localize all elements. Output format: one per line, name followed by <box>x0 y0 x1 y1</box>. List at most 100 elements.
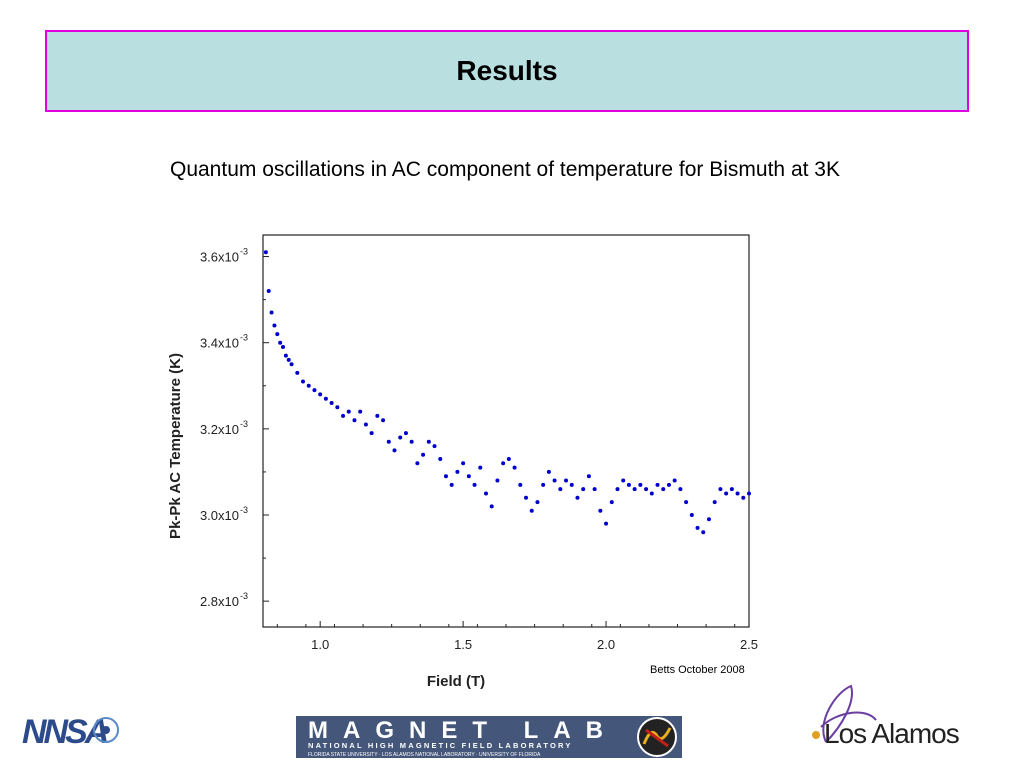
data-point <box>609 500 614 505</box>
data-point <box>712 500 717 505</box>
y-axis-title: Pk-Pk AC Temperature (K) <box>167 353 184 539</box>
data-point <box>275 332 280 337</box>
data-point <box>564 478 569 483</box>
data-point <box>281 345 286 349</box>
data-point <box>263 250 268 255</box>
data-point <box>312 388 317 393</box>
title-box: Results <box>45 30 969 112</box>
y-tick-label: 3.0x10 <box>200 508 239 523</box>
data-point <box>621 478 626 483</box>
data-point <box>546 469 551 474</box>
data-point <box>381 418 386 423</box>
slide-subtitle: Quantum oscillations in AC component of … <box>169 158 840 181</box>
x-tick-label: 2.0 <box>597 637 615 652</box>
data-point <box>489 504 494 509</box>
data-point <box>598 508 603 513</box>
maglab-logo: MAGNET LAB NATIONAL HIGH MAGNETIC FIELD … <box>296 716 682 758</box>
data-point <box>426 439 431 444</box>
data-point <box>689 513 694 517</box>
data-point <box>718 487 723 492</box>
data-point <box>306 383 311 388</box>
data-point <box>472 482 477 487</box>
data-point <box>586 474 591 479</box>
data-point <box>735 491 740 496</box>
data-point <box>369 431 374 436</box>
data-point <box>695 525 700 530</box>
data-point <box>346 409 351 414</box>
data-point <box>615 487 620 492</box>
maglab-logo-title: MAGNET LAB <box>308 717 618 744</box>
data-point <box>529 508 534 513</box>
data-point <box>483 491 488 496</box>
data-point <box>375 413 380 418</box>
x-axis-title: Field (T) <box>427 673 485 690</box>
data-point <box>421 452 426 457</box>
data-point <box>455 469 460 474</box>
data-point <box>666 482 671 487</box>
data-point <box>569 482 574 487</box>
data-point <box>301 379 306 384</box>
data-point <box>518 482 523 487</box>
data-point <box>443 474 448 479</box>
data-point <box>541 482 546 487</box>
maglab-logo-affiliates: FLORIDA STATE UNIVERSITY · LOS ALAMOS NA… <box>308 752 541 758</box>
data-point <box>415 461 420 466</box>
data-point <box>335 405 340 410</box>
data-point <box>524 495 529 500</box>
data-point <box>558 487 563 492</box>
y-tick-exponent: -3 <box>240 505 248 515</box>
data-point <box>461 461 466 466</box>
data-point <box>661 487 666 492</box>
chart-points <box>263 250 751 535</box>
data-point <box>626 482 631 487</box>
y-tick-label: 3.6x10 <box>200 250 239 265</box>
data-point <box>535 500 540 505</box>
data-point <box>649 491 654 496</box>
y-tick-exponent: -3 <box>240 419 248 429</box>
data-point <box>269 310 274 315</box>
data-point <box>495 478 500 483</box>
data-point <box>684 500 689 505</box>
data-point <box>501 461 506 466</box>
data-point <box>575 495 580 500</box>
data-point <box>729 487 734 492</box>
data-point <box>512 465 517 470</box>
data-point <box>478 465 483 470</box>
data-point <box>392 448 397 453</box>
data-point <box>289 362 294 367</box>
page-title: Results <box>456 55 558 86</box>
y-tick-exponent: -3 <box>240 333 248 343</box>
x-tick-label: 2.5 <box>740 637 758 652</box>
y-tick-label: 3.4x10 <box>200 336 239 351</box>
data-point <box>506 457 511 461</box>
data-point <box>741 495 746 500</box>
data-point <box>638 482 643 487</box>
data-point <box>386 439 391 444</box>
data-point <box>747 491 751 496</box>
data-point <box>604 521 609 526</box>
data-point <box>438 457 443 461</box>
los-alamos-logo-text: Los Alamos <box>824 718 959 749</box>
data-point <box>341 413 346 418</box>
data-point <box>403 431 408 436</box>
data-point <box>398 435 403 440</box>
x-tick-label: 1.5 <box>454 637 472 652</box>
data-point <box>272 323 277 328</box>
data-point <box>644 487 649 492</box>
data-point <box>318 392 323 397</box>
data-point <box>363 422 368 427</box>
data-point <box>701 530 706 535</box>
data-point <box>672 478 677 483</box>
chart-axes <box>262 234 750 628</box>
data-point <box>592 487 597 492</box>
data-point <box>724 491 729 496</box>
data-point <box>432 444 437 449</box>
los-alamos-logo: Los Alamos <box>812 684 960 749</box>
data-point <box>352 418 357 423</box>
y-tick-exponent: -3 <box>240 591 248 601</box>
data-point <box>266 289 271 293</box>
data-point <box>278 340 283 345</box>
data-point <box>286 357 291 362</box>
data-point <box>581 487 586 492</box>
data-point <box>409 439 414 444</box>
